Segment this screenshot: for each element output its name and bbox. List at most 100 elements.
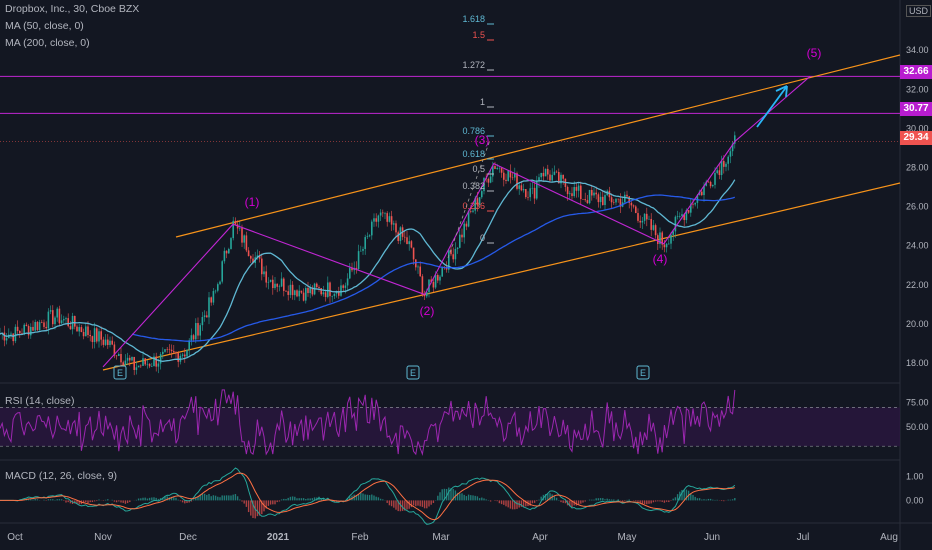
candle-body: [27, 326, 30, 336]
candle-body: [681, 214, 683, 217]
candle-body: [111, 340, 113, 345]
candle-body: [14, 326, 17, 342]
candle-body: [646, 213, 648, 220]
candle-body: [683, 214, 685, 221]
candle-body: [371, 221, 373, 236]
candle-body: [707, 181, 710, 183]
time-tick-label: Nov: [94, 532, 112, 543]
candle-body: [269, 279, 272, 282]
candle-body: [52, 310, 54, 325]
candle-body: [311, 287, 314, 295]
candle-body: [665, 243, 668, 248]
candle-body: [58, 308, 61, 324]
candle-body: [516, 173, 518, 189]
candle-body: [164, 349, 166, 352]
candle-body: [302, 292, 305, 301]
candle-body: [654, 225, 657, 236]
candle-body: [144, 358, 146, 365]
candle-body: [276, 283, 278, 287]
candle-body: [696, 195, 699, 203]
candle-body: [375, 218, 377, 222]
ma50-legend: MA (50, close, 0): [5, 20, 84, 32]
candle-body: [267, 281, 270, 283]
candle-body: [635, 206, 637, 214]
candle-body: [459, 234, 461, 248]
candle-body: [582, 199, 584, 200]
candle-body: [509, 170, 512, 178]
candle-body: [498, 167, 501, 169]
candle-body: [716, 170, 718, 174]
candle-body: [489, 176, 492, 183]
candle-body: [243, 235, 245, 243]
candle-body: [687, 210, 690, 213]
candle-body: [98, 331, 100, 342]
candle-body: [316, 283, 318, 288]
candle-body: [503, 172, 505, 180]
candle-body: [421, 276, 424, 295]
candle-body: [327, 282, 329, 297]
candle-body: [153, 356, 155, 367]
candle-body: [390, 216, 393, 225]
price-tick-label: 24.00: [906, 241, 929, 251]
candle-body: [555, 171, 558, 173]
candle-body: [641, 220, 644, 223]
rsi-tick-label: 50.00: [906, 422, 929, 432]
candle-body: [406, 237, 408, 245]
candle-body: [670, 234, 672, 244]
candle-body: [188, 340, 190, 350]
candle-body: [201, 317, 204, 326]
candle-body: [494, 166, 496, 169]
candle-body: [135, 367, 138, 370]
rsi-legend: RSI (14, close): [5, 395, 75, 407]
time-tick-label: Jul: [797, 532, 810, 543]
fibonacci-label: 0.618: [462, 149, 485, 159]
macd-line: [0, 467, 736, 525]
fibonacci-label: 0.5: [472, 164, 485, 174]
candle-body: [351, 267, 353, 271]
candle-body: [650, 218, 652, 230]
candle-body: [157, 363, 160, 367]
candle-body: [419, 266, 421, 277]
candle-body: [505, 179, 507, 181]
candle-body: [439, 276, 441, 281]
candle-body: [140, 365, 142, 367]
candle-body: [597, 194, 600, 203]
candle-body: [388, 216, 391, 222]
candle-body: [718, 170, 721, 176]
candle-body: [544, 168, 547, 177]
candle-body: [432, 281, 435, 288]
candle-body: [252, 258, 254, 264]
candle-body: [137, 365, 140, 368]
candle-body: [247, 250, 250, 257]
candle-body: [10, 333, 12, 335]
candle-body: [283, 278, 285, 291]
candle-body: [560, 174, 562, 184]
candle-body: [586, 200, 589, 204]
time-tick-label: Feb: [351, 532, 369, 543]
candle-body: [12, 333, 14, 342]
candle-body: [630, 202, 633, 206]
macd-legend: MACD (12, 26, close, 9): [5, 470, 118, 482]
candle-body: [470, 211, 472, 212]
candle-body: [309, 287, 311, 294]
candle-body: [492, 166, 494, 177]
candle-body: [386, 213, 388, 222]
candle-body: [410, 241, 413, 248]
candle-body: [324, 292, 327, 297]
candle-body: [362, 248, 364, 251]
candle-body: [408, 241, 410, 245]
candle-body: [49, 310, 52, 312]
candle-body: [181, 354, 184, 356]
candle-body: [533, 187, 536, 199]
candle-body: [602, 196, 604, 206]
candle-body: [263, 271, 265, 275]
candle-body: [239, 228, 241, 229]
candle-body: [698, 191, 701, 196]
candle-body: [483, 177, 485, 192]
candle-body: [628, 196, 630, 203]
candle-body: [384, 213, 386, 214]
wave-label: (1): [245, 195, 260, 209]
candle-body: [619, 198, 622, 207]
candle-body: [3, 332, 6, 341]
